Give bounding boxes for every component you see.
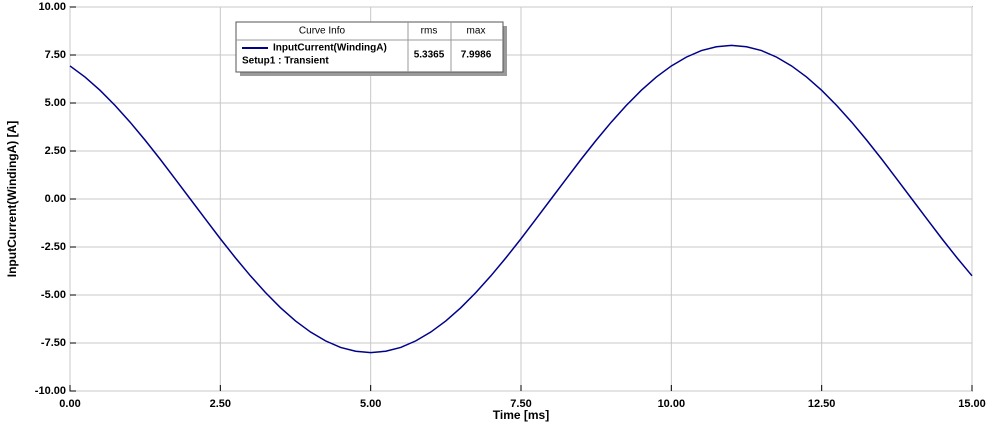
y-axis-title: InputCurrent(WindingA) [A] xyxy=(5,121,19,278)
x-tick-label: 15.00 xyxy=(958,398,986,410)
y-tick-label: 0.00 xyxy=(45,193,66,205)
x-tick-label: 7.50 xyxy=(510,398,531,410)
legend-setup: Setup1 : Transient xyxy=(242,56,329,67)
y-tick-label: -10.00 xyxy=(35,385,66,397)
legend-header: Curve Info xyxy=(299,26,346,37)
line-series xyxy=(69,44,973,354)
y-tick-label: 5.00 xyxy=(45,97,66,109)
x-tick-label: 12.50 xyxy=(808,398,836,410)
legend-rms: 5.3365 xyxy=(414,50,445,61)
legend: Curve Info rms max InputCurrent(WindingA… xyxy=(235,21,507,76)
legend-header: rms xyxy=(421,26,438,37)
x-tick-label: 10.00 xyxy=(658,398,686,410)
legend-label: InputCurrent(WindingA) xyxy=(273,43,387,54)
x-tick-label: 5.00 xyxy=(360,398,381,410)
y-tick-label: -2.50 xyxy=(41,241,66,253)
y-tick-label: 2.50 xyxy=(45,145,66,157)
y-tick-label: -5.00 xyxy=(41,289,66,301)
legend-max: 7.9986 xyxy=(461,50,492,61)
x-axis-title: Time [ms] xyxy=(493,408,549,422)
legend-box xyxy=(235,21,504,73)
y-tick-label: 7.50 xyxy=(45,49,66,61)
x-tick-label: 0.00 xyxy=(59,398,80,410)
y-tick-label: -7.50 xyxy=(41,337,66,349)
legend-header: max xyxy=(467,26,486,37)
y-tick-label: 10.00 xyxy=(38,1,66,13)
x-tick-label: 2.50 xyxy=(210,398,231,410)
